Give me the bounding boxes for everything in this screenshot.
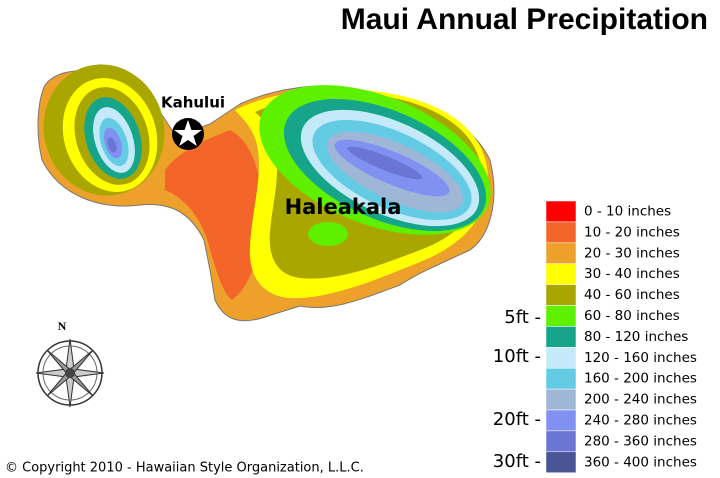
place-label: Haleakala (285, 195, 402, 219)
legend-swatch (545, 347, 577, 369)
legend-label: 360 - 400 inches (584, 454, 697, 470)
depth-label: 10ft - (493, 346, 541, 367)
legend-label: 60 - 80 inches (584, 308, 680, 324)
legend-swatch (545, 451, 577, 473)
copyright: © Copyright 2010 - Hawaiian Style Organi… (5, 461, 364, 476)
legend: 0 - 10 inches 10 - 20 inches 20 - 30 inche… (545, 200, 697, 473)
compass-label: N (58, 319, 67, 333)
legend-swatch (545, 200, 577, 223)
legend-label: 30 - 40 inches (584, 266, 680, 282)
place-label: Kahului (161, 94, 225, 112)
star-icon (174, 120, 202, 146)
depth-label: 5ft - (504, 307, 541, 328)
legend-swatch (545, 284, 577, 306)
legend-label: 20 - 30 inches (584, 245, 680, 261)
contour (347, 146, 423, 180)
legend-swatch (545, 326, 577, 348)
legend-swatch (545, 430, 577, 453)
legend-label: 200 - 240 inches (584, 392, 697, 408)
legend-label: 0 - 10 inches (584, 203, 671, 219)
contour (308, 222, 348, 246)
legend-label: 120 - 160 inches (584, 350, 697, 366)
contour (107, 137, 117, 153)
legend-swatch (545, 367, 577, 390)
legend-swatch (545, 388, 577, 411)
legend-label: 280 - 360 inches (584, 433, 697, 449)
legend-swatch (545, 221, 577, 244)
compass: N (35, 319, 105, 408)
legend-swatch (545, 263, 577, 285)
island-map (37, 64, 495, 322)
contour (165, 130, 262, 300)
legend-label: 40 - 60 inches (584, 287, 680, 303)
legend-label: 80 - 120 inches (584, 329, 688, 345)
legend-swatch (545, 305, 577, 327)
legend-swatch (545, 242, 577, 264)
legend-swatch (545, 409, 577, 432)
legend-label: 10 - 20 inches (584, 224, 680, 240)
depth-label: 20ft - (493, 409, 541, 430)
title: Maui Annual Precipitation (341, 3, 708, 36)
depth-label: 30ft - (493, 451, 541, 472)
legend-label: 160 - 200 inches (584, 371, 697, 387)
legend-label: 240 - 280 inches (584, 412, 697, 428)
